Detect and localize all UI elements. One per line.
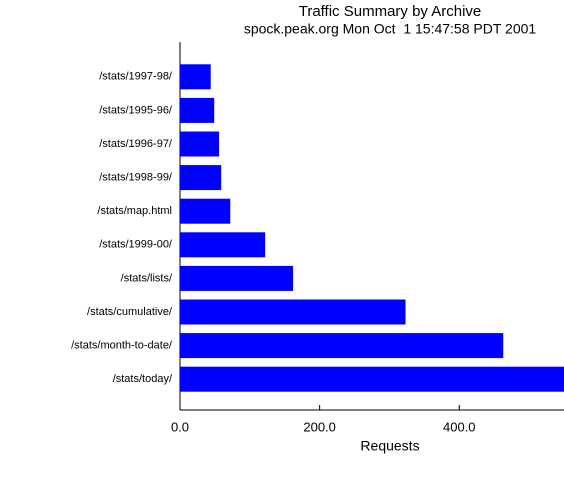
x-axis-label: Requests [360, 438, 419, 454]
y-tick-label: /stats/1995-96/ [99, 104, 173, 116]
bar [180, 97, 215, 123]
bar [180, 265, 294, 291]
chart-title: Traffic Summary by Archive [299, 3, 482, 20]
y-tick-label: /stats/lists/ [121, 272, 173, 284]
bar [180, 333, 504, 359]
bar [180, 131, 220, 157]
y-tick-label: /stats/today/ [113, 373, 173, 385]
bar [180, 232, 266, 258]
x-tick-label: 400.0 [443, 419, 476, 434]
bar [180, 64, 211, 90]
y-tick-label: /stats/1997-98/ [99, 71, 173, 83]
y-tick-label: /stats/1996-97/ [99, 138, 173, 150]
y-tick-label: /stats/map.html [97, 205, 172, 217]
x-tick-label: 0.0 [171, 419, 189, 434]
bar [180, 198, 231, 224]
bar [180, 299, 406, 325]
bar [180, 366, 564, 392]
x-tick-label: 200.0 [303, 419, 336, 434]
y-tick-label: /stats/cumulative/ [87, 306, 173, 318]
chart-subtitle: spock.peak.org Mon Oct 1 15:47:58 PDT 20… [244, 21, 537, 37]
y-tick-label: /stats/1998-99/ [99, 172, 173, 184]
y-tick-label: /stats/month-to-date/ [71, 340, 173, 352]
y-tick-label: /stats/1999-00/ [99, 239, 173, 251]
bar [180, 165, 222, 191]
